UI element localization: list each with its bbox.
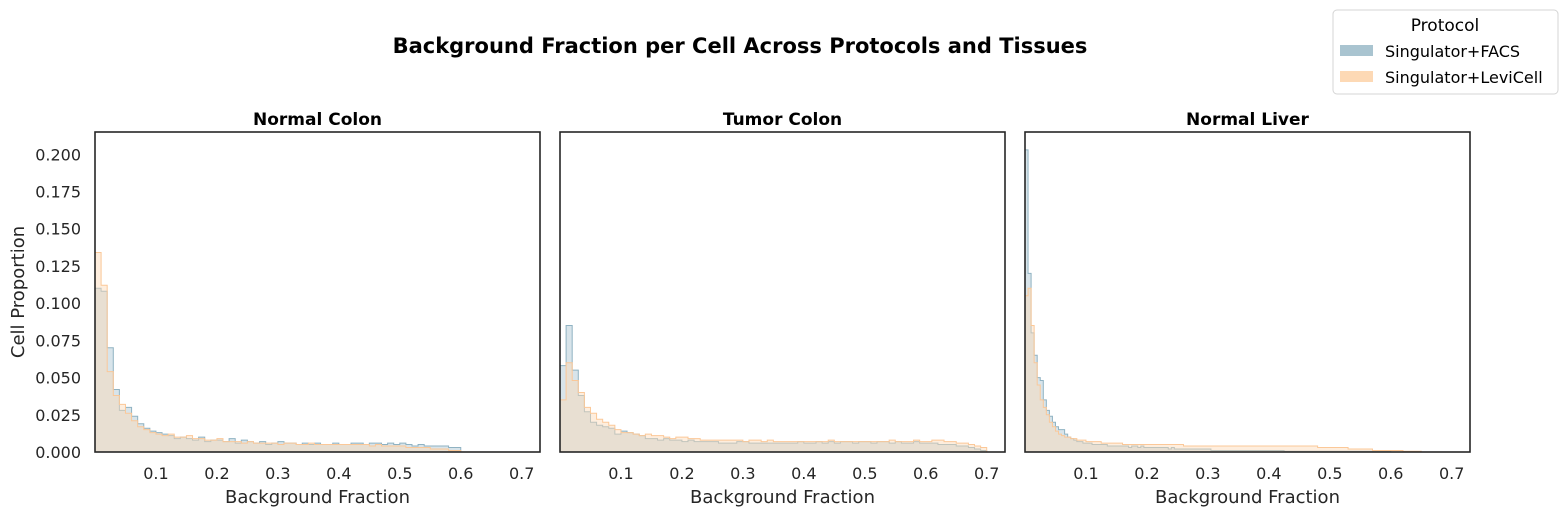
y-tick-label: 0.100 <box>35 294 81 313</box>
y-axis-label: Cell Proportion <box>8 226 29 358</box>
x-tick-label: 0.5 <box>1317 464 1342 483</box>
panel-title: Normal Liver <box>1186 110 1309 130</box>
x-tick-label: 0.6 <box>1378 464 1403 483</box>
histogram-levicell <box>560 362 988 452</box>
histogram-facs <box>560 324 988 452</box>
axes-frame <box>559 131 1006 453</box>
panel-normal-liver: Normal Liver 0.1 0.2 0.3 0.4 0.5 0.6 0.7 Backgro… <box>1024 110 1471 508</box>
x-tick-label: 0.1 <box>143 464 168 483</box>
histogram-levicell <box>95 252 462 452</box>
x-tick-label: 0.2 <box>1134 464 1159 483</box>
panel-title: Tumor Colon <box>723 110 842 130</box>
x-axis-label: Background Fraction <box>690 487 875 508</box>
x-tick-label: 0.3 <box>730 464 755 483</box>
x-tick-label: 0.7 <box>1439 464 1464 483</box>
histogram-facs <box>1025 149 1392 452</box>
x-tick-label: 0.7 <box>974 464 999 483</box>
y-tick-label: 0.150 <box>35 220 81 239</box>
plot-area <box>560 324 988 452</box>
x-axis-label: Background Fraction <box>1155 487 1340 508</box>
plot-area <box>1025 149 1422 452</box>
legend-label-levicell: Singulator+LeviCell <box>1385 68 1543 87</box>
legend-swatch-levicell <box>1340 71 1373 82</box>
x-tick-label: 0.1 <box>1073 464 1098 483</box>
legend-swatch-facs <box>1340 45 1373 56</box>
x-tick-label: 0.4 <box>326 464 351 483</box>
histogram-levicell <box>1025 287 1422 452</box>
y-tick-label: 0.125 <box>35 257 81 276</box>
x-tick-label: 0.2 <box>204 464 229 483</box>
panel-title: Normal Colon <box>253 110 382 130</box>
x-tick-label: 0.2 <box>669 464 694 483</box>
x-tick-label: 0.7 <box>509 464 534 483</box>
figure-title: Background Fraction per Cell Across Prot… <box>393 34 1088 58</box>
y-tick-label: 0.175 <box>35 183 81 202</box>
x-tick-label: 0.3 <box>265 464 290 483</box>
y-tick-label: 0.000 <box>35 443 81 462</box>
panel-tumor-colon: Tumor Colon 0.1 0.2 0.3 0.4 0.5 0.6 0.7 Backgrou… <box>559 110 1006 508</box>
x-tick-label: 0.5 <box>387 464 412 483</box>
legend-label-facs: Singulator+FACS <box>1385 42 1520 61</box>
axes-frame <box>1024 131 1471 453</box>
legend-frame <box>1332 9 1559 95</box>
histogram-facs <box>95 287 462 452</box>
x-tick-label: 0.6 <box>448 464 473 483</box>
y-tick-label: 0.200 <box>35 145 81 164</box>
x-axis-label: Background Fraction <box>225 487 410 508</box>
x-tick-label: 0.1 <box>608 464 633 483</box>
legend-title: Protocol <box>1411 16 1480 36</box>
x-tick-label: 0.4 <box>791 464 816 483</box>
x-tick-label: 0.5 <box>852 464 877 483</box>
y-tick-label: 0.050 <box>35 369 81 388</box>
x-tick-label: 0.6 <box>913 464 938 483</box>
axes-frame <box>94 131 541 453</box>
legend: Protocol Singulator+FACS Singulator+Levi… <box>1332 9 1559 95</box>
x-tick-label: 0.3 <box>1195 464 1220 483</box>
panel-normal-colon: Normal Colon 0.1 0.2 0.3 0.4 0.5 0.6 0.7 Backgro… <box>8 110 541 508</box>
y-tick-label: 0.025 <box>35 406 81 425</box>
y-tick-label: 0.075 <box>35 331 81 350</box>
plot-area <box>95 252 462 452</box>
x-tick-label: 0.4 <box>1256 464 1281 483</box>
